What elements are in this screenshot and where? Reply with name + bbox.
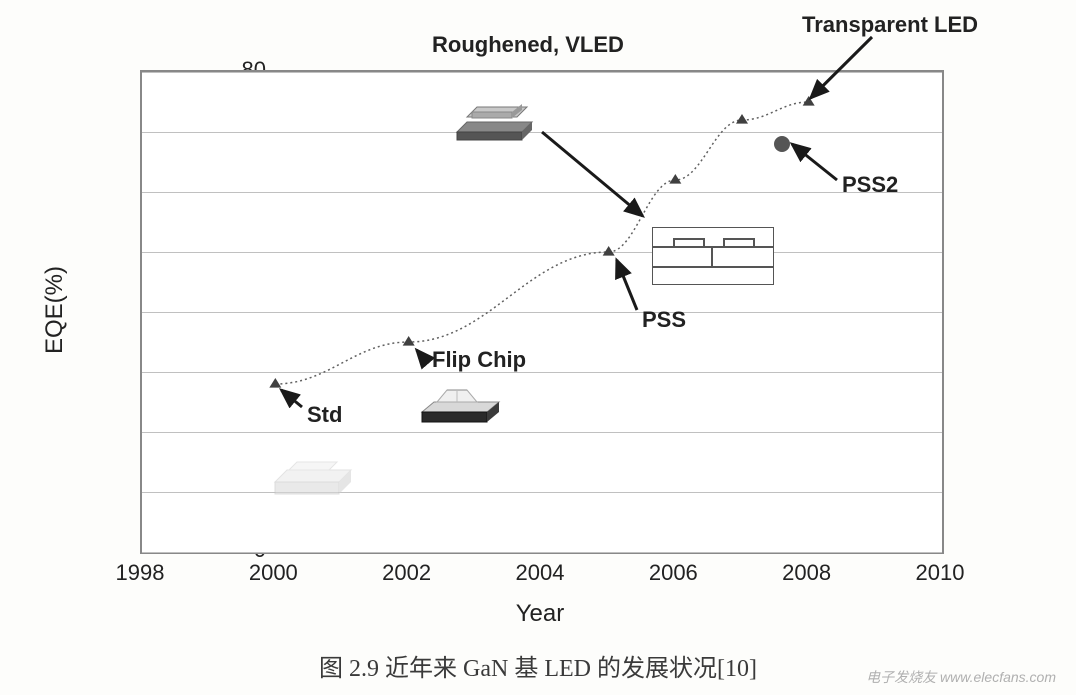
x-tick: 1998	[116, 560, 165, 586]
flip-chip-icon	[417, 372, 507, 427]
figure-container: EQE(%) Year 01020304050607080 1998200020…	[0, 0, 1076, 695]
watermark: 电子发烧友 www.elecfans.com	[866, 667, 1056, 687]
x-tick: 2000	[249, 560, 298, 586]
chart-plot-area: Roughened, VLED Transparent LED PSS2 PSS…	[140, 70, 944, 554]
annotation-std: Std	[307, 402, 342, 428]
x-tick: 2006	[649, 560, 698, 586]
chart-svg	[142, 72, 942, 552]
x-tick: 2004	[516, 560, 565, 586]
annotation-flip-chip: Flip Chip	[432, 347, 526, 373]
annotation-pss2: PSS2	[842, 172, 898, 198]
annotation-transparent-led: Transparent LED	[802, 12, 978, 38]
vled-chip-icon	[452, 82, 542, 142]
annotation-pss: PSS	[642, 307, 686, 333]
y-axis-title: EQE(%)	[41, 266, 69, 354]
x-tick: 2008	[782, 560, 831, 586]
pss-schematic	[652, 227, 774, 285]
std-chip-icon	[267, 442, 362, 502]
x-axis-title: Year	[516, 600, 565, 628]
x-tick: 2010	[916, 560, 965, 586]
annotation-roughened-vled: Roughened, VLED	[432, 32, 624, 58]
x-tick: 2002	[382, 560, 431, 586]
